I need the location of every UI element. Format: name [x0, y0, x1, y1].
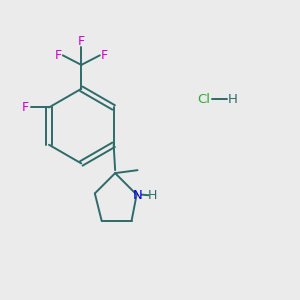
Text: Cl: Cl: [197, 93, 210, 106]
Text: H: H: [228, 93, 238, 106]
Text: H: H: [148, 189, 157, 202]
Text: F: F: [22, 101, 29, 114]
Text: F: F: [101, 49, 108, 62]
Text: F: F: [78, 35, 85, 48]
Text: F: F: [55, 49, 62, 62]
Text: N: N: [133, 189, 143, 202]
